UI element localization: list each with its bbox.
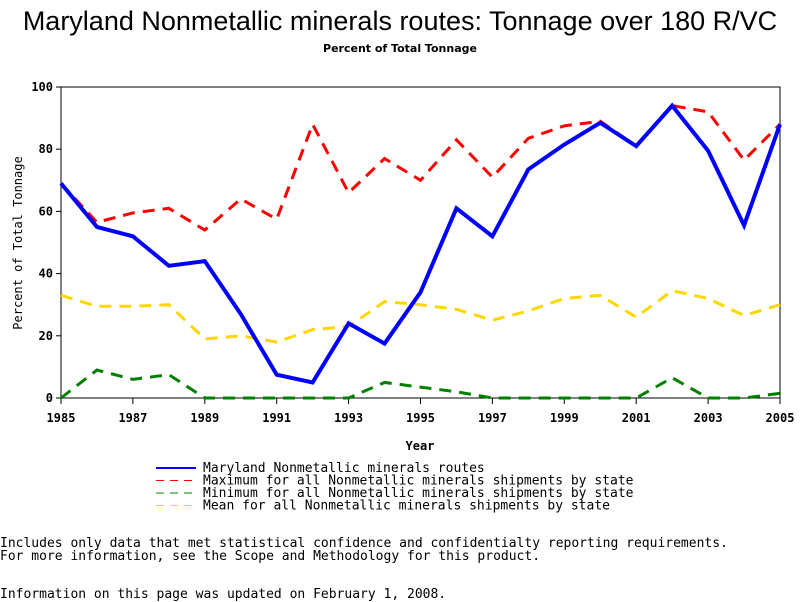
note-updated: Information on this page was updated on … [0, 587, 447, 602]
y-tick-label: 0 [46, 391, 53, 405]
x-tick-label: 1991 [262, 411, 291, 425]
legend-label: Maximum for all Nonmetallic minerals shi… [203, 474, 634, 489]
x-tick-label: 1993 [334, 411, 363, 425]
x-tick-label: 2003 [694, 411, 723, 425]
x-tick-label: 1985 [47, 411, 76, 425]
y-axis-label: Percent of Total Tonnage [11, 156, 25, 329]
x-tick-label: 1989 [190, 411, 219, 425]
x-axis-label: Year [406, 439, 435, 453]
series-line-2 [60, 368, 781, 400]
series-line-1 [59, 104, 782, 232]
legend-label: Maryland Nonmetallic minerals routes [203, 461, 485, 476]
y-tick-label: 20 [39, 329, 53, 343]
y-tick-label: 40 [39, 267, 53, 281]
x-tick-label: 1987 [118, 411, 147, 425]
plot-frame [60, 86, 781, 399]
x-tick-label: 2005 [766, 411, 795, 425]
chart-title: Maryland Nonmetallic minerals routes: To… [22, 6, 778, 36]
chart-subtitle: Percent of Total Tonnage [323, 42, 477, 55]
legend-label: Minimum for all Nonmetallic minerals shi… [203, 486, 634, 501]
note-confidence: Includes only data that met statistical … [0, 536, 728, 551]
x-tick-label: 2001 [622, 411, 651, 425]
x-tick-label: 1997 [478, 411, 507, 425]
y-tick-label: 80 [39, 142, 53, 156]
note-methodology: For more information, see the Scope and … [0, 549, 541, 564]
series-line-0 [59, 102, 782, 385]
y-tick-label: 60 [39, 204, 53, 218]
series-line-3 [60, 289, 781, 344]
x-tick-label: 1995 [406, 411, 435, 425]
x-tick-label: 1999 [550, 411, 579, 425]
y-tick-label: 100 [31, 80, 53, 94]
legend-label: Mean for all Nonmetallic minerals shipme… [203, 499, 610, 514]
